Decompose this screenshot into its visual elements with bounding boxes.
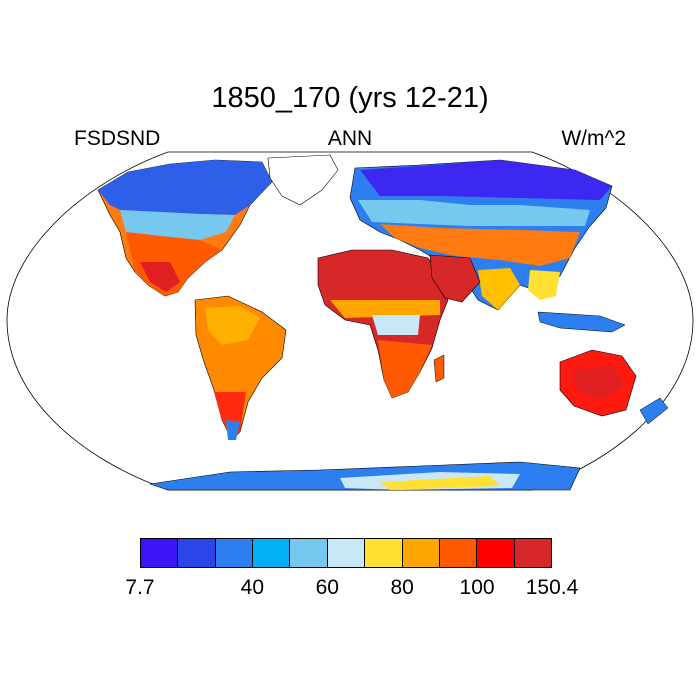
colorbar-swatch <box>477 539 515 567</box>
land-madagascar <box>433 354 445 383</box>
region-central-asia <box>380 224 580 266</box>
colorbar-swatch <box>141 539 179 567</box>
colorbar-tick-label: 100 <box>459 576 495 599</box>
region-central-africa <box>372 315 420 335</box>
land-greenland <box>267 154 339 206</box>
region-na-north <box>98 160 272 215</box>
colorbar-swatch <box>290 539 328 567</box>
region-europe <box>358 200 590 226</box>
colorbar-tick-label: 80 <box>390 576 414 599</box>
colorbar-tick-label: 60 <box>315 576 339 599</box>
land-indonesia <box>537 311 626 333</box>
region-se-asia <box>528 270 560 300</box>
colorbar-swatch <box>439 539 478 567</box>
colorbar-swatch <box>178 539 216 567</box>
colorbar-swatch <box>402 539 440 567</box>
colorbar-swatch <box>365 539 403 567</box>
plot-title: 1850_170 (yrs 12-21) <box>211 82 489 114</box>
region-sa-tip <box>226 420 240 440</box>
colorbar-swatch <box>215 539 254 567</box>
region-sa-amazon <box>205 306 260 345</box>
colorbar-swatch <box>514 539 551 567</box>
colorbar <box>140 538 552 568</box>
region-india <box>478 268 520 310</box>
region-siberia <box>360 160 612 200</box>
colorbar-tick-label: 40 <box>240 576 265 599</box>
colorbar-tick-label: 7.7 <box>125 576 155 599</box>
variable-label: FSDSND <box>74 127 161 150</box>
units-label: W/m^2 <box>561 127 626 150</box>
region-na-mid <box>120 210 235 240</box>
region-mexico <box>140 262 180 292</box>
region-arabia <box>429 254 481 303</box>
season-label: ANN <box>327 127 373 150</box>
land-new-zealand <box>639 397 669 425</box>
region-sahel <box>330 300 440 318</box>
region-southern-africa <box>378 340 432 398</box>
region-antarctica-plateau <box>380 476 500 490</box>
colorbar-swatch <box>253 539 291 567</box>
colorbar-tick-label: 150.4 <box>525 576 579 599</box>
colorbar-swatch <box>327 539 366 567</box>
region-aus-interior <box>572 365 624 400</box>
